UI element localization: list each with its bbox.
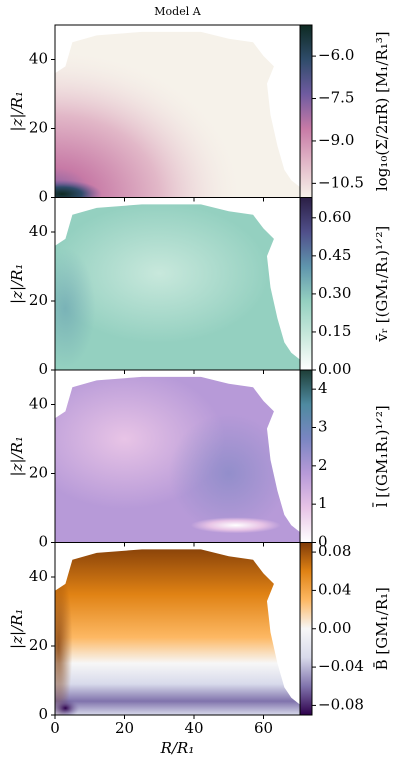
y-tick-label: 20 <box>29 464 48 482</box>
heatmap-blob <box>55 204 270 344</box>
colorbar-tick-label: −7.5 <box>318 89 354 107</box>
colorbar-tick-label: 0.04 <box>318 580 351 598</box>
y-axis-label: |z|/R₁ <box>8 436 26 476</box>
heatmap <box>55 31 300 198</box>
colorbar-tick-label: 1 <box>318 494 328 512</box>
colorbar-label: log₁₀(Σ/2πR) [M₁/R₁³] <box>373 31 391 191</box>
y-axis-label: |z|/R₁ <box>8 609 26 649</box>
y-axis-label: |z|/R₁ <box>8 91 26 131</box>
heatmap <box>55 204 300 370</box>
y-tick-label: 20 <box>29 291 48 309</box>
heatmap-blob <box>168 413 289 534</box>
heatmap-blob <box>55 247 96 368</box>
heatmap <box>55 376 300 543</box>
y-tick-label: 20 <box>29 636 48 654</box>
heatmap-base <box>55 549 300 715</box>
x-tick-label: 0 <box>50 719 60 737</box>
colorbar-tick-label: −0.08 <box>318 695 364 713</box>
heatmap-core <box>55 180 102 198</box>
colorbar-tick-label: 0.15 <box>318 322 351 340</box>
y-tick-label: 40 <box>29 395 48 413</box>
colorbar-tick-label: 2 <box>318 456 328 474</box>
colorbar-tick-label: 0.45 <box>318 246 351 264</box>
colorbar-tick-label: 0.60 <box>318 208 351 226</box>
colorbar-tick-label: −6.0 <box>318 46 354 64</box>
heatmap-blob <box>55 698 80 715</box>
colorbar <box>299 24 313 198</box>
colorbar-tick-label: −10.5 <box>318 173 364 191</box>
colorbar-tick-label: 3 <box>318 418 328 436</box>
colorbar-label: v̄ᵣ [(GM₁/R₁)¹ᐟ²] <box>373 226 391 343</box>
x-tick-label: 20 <box>115 719 134 737</box>
colorbar-tick-label: 0.00 <box>318 619 351 637</box>
heatmap <box>55 549 300 715</box>
x-tick-label: 60 <box>254 719 273 737</box>
colorbar-tick-label: −0.04 <box>318 657 364 675</box>
heatmap-blob <box>55 47 245 198</box>
colorbar-label: B̄ [GM₁/R₁] <box>373 587 391 670</box>
colorbar-tick-label: −9.0 <box>318 131 354 149</box>
y-tick-label: 0 <box>38 533 48 551</box>
y-tick-label: 0 <box>38 360 48 378</box>
colorbar <box>299 542 313 716</box>
colorbar-tick-label: 4 <box>318 379 328 397</box>
y-tick-label: 40 <box>29 222 48 240</box>
y-axis-label: |z|/R₁ <box>8 264 26 304</box>
heatmap-blob <box>55 566 73 715</box>
colorbar-tick-label: 0.00 <box>318 360 351 378</box>
colorbar <box>299 369 313 543</box>
colorbar-tick-label: 0 <box>318 533 328 551</box>
colorbar-tick-label: 0.08 <box>318 542 351 560</box>
y-tick-label: 40 <box>29 50 48 68</box>
colorbar-label: l̄ [(GM₁R₁)¹ᐟ²] <box>373 405 391 507</box>
y-tick-label: 40 <box>29 567 48 585</box>
colorbar-tick-label: 0.30 <box>318 284 351 302</box>
chart-title: Model A <box>154 5 201 18</box>
x-axis-label: R/R₁ <box>160 739 195 757</box>
y-tick-label: 0 <box>38 705 48 723</box>
y-tick-label: 0 <box>38 188 48 206</box>
heatmap-strip <box>190 517 281 534</box>
colorbar <box>299 197 313 371</box>
x-tick-label: 40 <box>184 719 203 737</box>
y-tick-label: 20 <box>29 119 48 137</box>
